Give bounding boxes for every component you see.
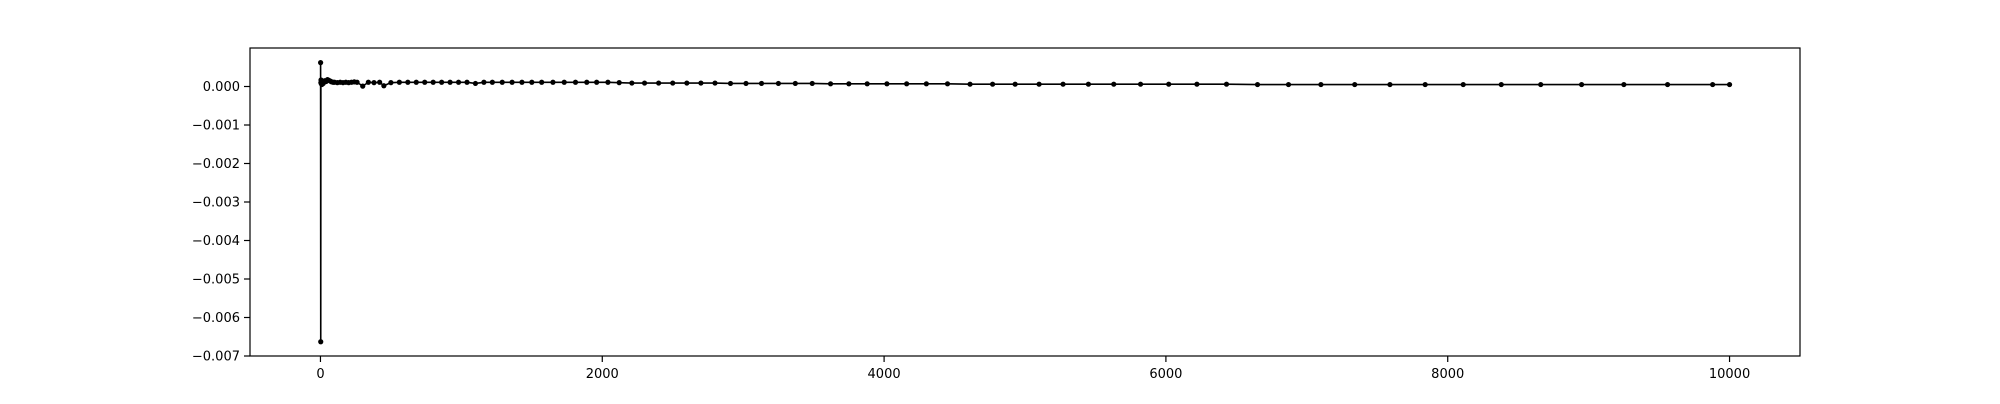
x-tick-label: 6000: [1149, 367, 1182, 382]
data-point: [1318, 81, 1324, 88]
y-tick-label: −0.006: [192, 311, 240, 326]
data-point: [1710, 81, 1716, 88]
data-point: [572, 79, 579, 85]
y-tick-label: −0.002: [192, 157, 240, 172]
data-point: [684, 80, 690, 86]
data-point: [539, 79, 545, 85]
y-tick-label: −0.007: [192, 350, 240, 365]
data-point: [1254, 81, 1261, 88]
data-point: [371, 80, 377, 86]
data-point: [381, 83, 387, 89]
data-point: [809, 80, 815, 87]
data-point: [1085, 81, 1092, 87]
data-point: [605, 79, 611, 85]
data-point: [365, 79, 371, 85]
data-point: [1285, 81, 1292, 88]
data-point: [1422, 81, 1428, 88]
data-point: [616, 80, 622, 86]
data-point: [377, 79, 383, 85]
data-point: [489, 79, 495, 85]
data-point: [792, 80, 798, 87]
data-point: [775, 80, 782, 87]
data-point: [884, 81, 890, 87]
data-point: [1194, 81, 1200, 87]
data-point: [1111, 81, 1117, 87]
data-point: [712, 80, 718, 86]
x-tick-label: 8000: [1431, 367, 1464, 382]
x-tick-label: 2000: [586, 367, 619, 382]
data-point: [1060, 81, 1066, 87]
data-point: [360, 83, 366, 89]
x-axis: 0 2000 4000 6000 8000 10000: [316, 356, 1750, 382]
data-point: [923, 81, 929, 87]
data-point: [1352, 81, 1358, 88]
y-tick-label: −0.001: [192, 119, 240, 134]
data-point: [1460, 81, 1466, 88]
data-point: [447, 79, 453, 85]
data-point: [561, 79, 567, 85]
data-point: [864, 81, 870, 87]
data-point: [354, 79, 360, 85]
data-point: [989, 81, 996, 87]
data-point: [584, 79, 590, 85]
data-point: [1036, 81, 1042, 87]
data-point: [499, 79, 505, 85]
x-tick-label: 10000: [1709, 367, 1750, 382]
data-point: [1498, 81, 1504, 88]
data-point: [396, 79, 402, 85]
data-point: [967, 81, 973, 87]
data-point: [827, 81, 834, 87]
data-point: [727, 80, 734, 87]
data-point: [846, 81, 852, 87]
data-point: [464, 79, 470, 85]
data-point: [405, 79, 411, 85]
data-point: [550, 79, 556, 85]
data-point: [1223, 81, 1230, 87]
data-point: [455, 79, 462, 85]
data-point: [509, 79, 515, 85]
data-point: [594, 79, 600, 85]
data-point: [698, 80, 704, 86]
data-point: [439, 79, 445, 85]
series-layer: [318, 60, 1733, 345]
data-point: [944, 81, 951, 87]
y-axis: −0.007 −0.006 −0.005 −0.004 −0.003 −0.002 −0.0…: [192, 80, 250, 365]
data-point: [1166, 81, 1172, 87]
data-point: [743, 80, 749, 87]
data-point: [1012, 81, 1018, 87]
data-point: [1664, 81, 1671, 88]
data-point: [1387, 81, 1393, 88]
data-point: [904, 81, 910, 87]
data-point: [519, 79, 525, 85]
data-point: [1726, 81, 1733, 88]
y-tick-label: −0.003: [192, 196, 240, 211]
data-point: [1538, 81, 1544, 88]
x-tick-label: 0: [316, 367, 324, 382]
data-point: [641, 80, 648, 86]
data-point: [388, 80, 394, 86]
data-point: [670, 80, 676, 86]
data-point: [318, 60, 324, 66]
data-point: [318, 339, 324, 345]
y-tick-label: 0.000: [203, 80, 240, 95]
data-point: [758, 80, 765, 87]
data-point: [481, 79, 487, 85]
data-point: [472, 80, 479, 87]
data-point: [529, 79, 535, 85]
data-point: [1578, 81, 1585, 88]
y-tick-label: −0.004: [192, 234, 240, 249]
data-point: [656, 80, 662, 86]
data-point: [1621, 81, 1627, 88]
data-point: [629, 80, 635, 86]
y-tick-label: −0.005: [192, 273, 240, 288]
data-point: [413, 79, 419, 85]
x-tick-label: 4000: [868, 367, 901, 382]
data-point: [430, 79, 436, 85]
data-point: [1137, 81, 1144, 87]
data-point: [422, 79, 428, 85]
